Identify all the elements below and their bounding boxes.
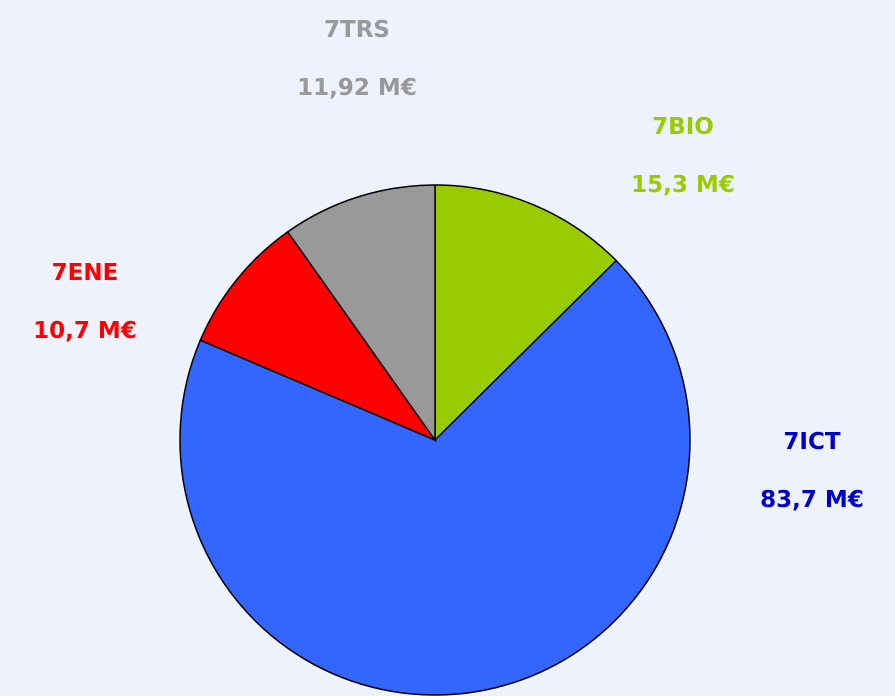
pie-slice <box>199 230 438 442</box>
slice-label: 7TRS 11,92 M€ <box>297 1 417 117</box>
value-label: 83,7 M€ <box>760 487 864 513</box>
category-name: 7TRS <box>324 17 390 43</box>
pie-slice <box>286 184 436 443</box>
category-name: 7ICT <box>783 429 841 455</box>
pie-slice <box>434 184 618 442</box>
value-label: 10,7 M€ <box>33 318 137 344</box>
slice-label: 7BIO 15,3 M€ <box>533 98 833 214</box>
value-label: 11,92 M€ <box>297 75 417 101</box>
pie-slice <box>179 259 691 696</box>
category-name: 7ENE <box>51 260 119 286</box>
slice-label: 7ICT 83,7 M€ <box>662 413 895 529</box>
category-name: 7BIO <box>652 114 714 140</box>
value-label: 15,3 M€ <box>631 172 735 198</box>
slice-label: 7ENE 10,7 M€ <box>0 244 235 360</box>
